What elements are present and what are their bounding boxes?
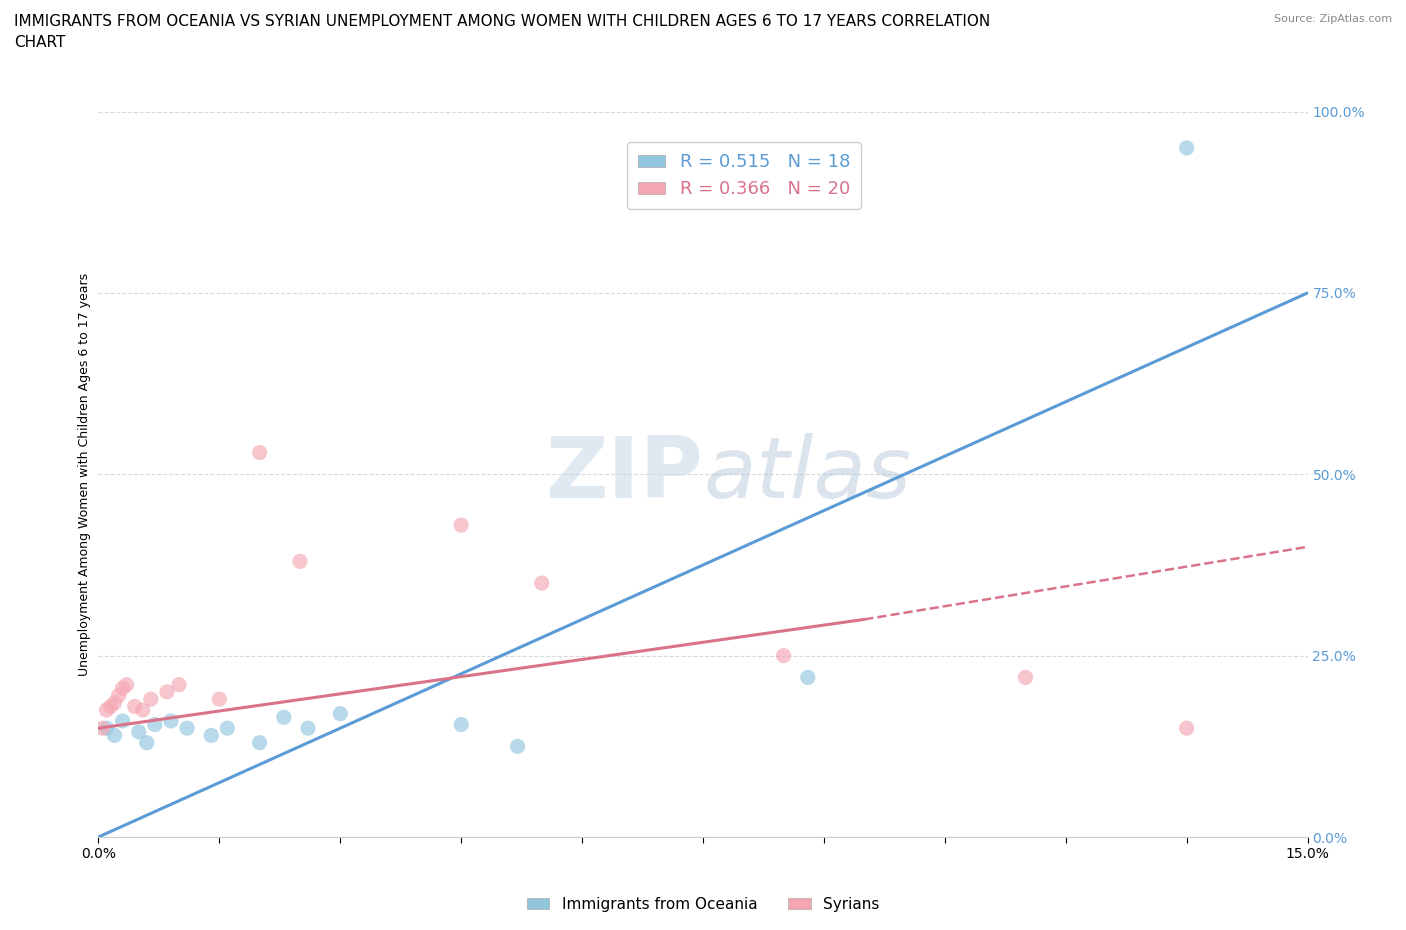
Point: [111, 713, 134, 728]
Point: [273, 710, 295, 724]
Point: [128, 724, 150, 739]
Legend: Immigrants from Oceania, Syrians: Immigrants from Oceania, Syrians: [520, 891, 886, 918]
Point: [200, 728, 222, 743]
Point: [115, 677, 138, 692]
Point: [530, 576, 553, 591]
Point: [329, 706, 352, 721]
Point: [103, 728, 125, 743]
Text: IMMIGRANTS FROM OCEANIA VS SYRIAN UNEMPLOYMENT AMONG WOMEN WITH CHILDREN AGES 6 : IMMIGRANTS FROM OCEANIA VS SYRIAN UNEMPL…: [14, 14, 990, 29]
Text: Source: ZipAtlas.com: Source: ZipAtlas.com: [1274, 14, 1392, 24]
Point: [160, 713, 183, 728]
Point: [208, 692, 231, 707]
Point: [1175, 140, 1198, 155]
Point: [91, 721, 114, 736]
Point: [249, 445, 271, 460]
Point: [772, 648, 794, 663]
Point: [111, 681, 134, 696]
Point: [288, 554, 311, 569]
Point: [107, 688, 129, 703]
Point: [103, 696, 125, 711]
Point: [450, 518, 472, 533]
Point: [124, 699, 146, 714]
Point: [797, 670, 820, 684]
Point: [217, 721, 239, 736]
Point: [135, 736, 157, 751]
Point: [249, 736, 271, 751]
Point: [143, 717, 166, 732]
Point: [96, 703, 118, 718]
Text: CHART: CHART: [14, 35, 66, 50]
Point: [167, 677, 190, 692]
Point: [1014, 670, 1036, 684]
Legend: R = 0.515   N = 18, R = 0.366   N = 20: R = 0.515 N = 18, R = 0.366 N = 20: [627, 142, 860, 209]
Point: [297, 721, 319, 736]
Point: [1175, 721, 1198, 736]
Point: [100, 699, 122, 714]
Point: [139, 692, 162, 707]
Point: [450, 717, 472, 732]
Text: ZIP: ZIP: [546, 432, 703, 516]
Point: [96, 721, 118, 736]
Point: [176, 721, 198, 736]
Y-axis label: Unemployment Among Women with Children Ages 6 to 17 years: Unemployment Among Women with Children A…: [79, 272, 91, 676]
Text: atlas: atlas: [703, 432, 911, 516]
Point: [506, 738, 529, 753]
Point: [156, 684, 179, 699]
Point: [132, 703, 155, 718]
